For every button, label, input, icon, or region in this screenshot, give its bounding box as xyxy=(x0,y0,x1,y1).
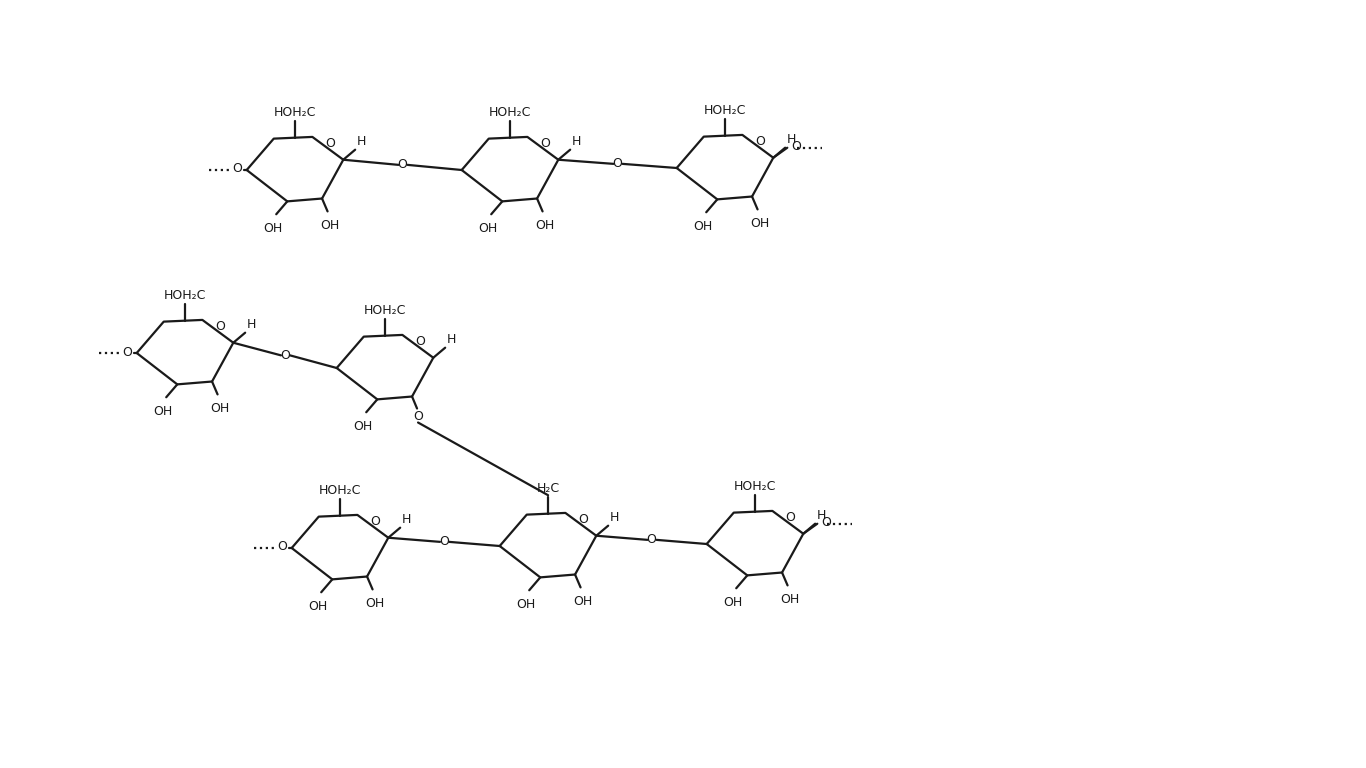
Text: O: O xyxy=(821,516,831,529)
Text: HOH₂C: HOH₂C xyxy=(164,290,206,303)
Text: H: H xyxy=(787,133,796,146)
Text: O: O xyxy=(370,515,380,528)
Text: O: O xyxy=(755,135,765,147)
Text: O: O xyxy=(232,163,242,176)
Text: O: O xyxy=(280,349,290,362)
Text: H: H xyxy=(572,134,582,147)
Text: HOH₂C: HOH₂C xyxy=(318,485,361,498)
Text: HOH₂C: HOH₂C xyxy=(734,481,776,493)
Text: OH: OH xyxy=(365,598,384,611)
Text: O: O xyxy=(612,157,623,170)
Text: OH: OH xyxy=(572,595,593,608)
Text: OH: OH xyxy=(153,406,173,419)
Text: OH: OH xyxy=(750,217,769,230)
Text: O: O xyxy=(578,513,587,526)
Text: H: H xyxy=(611,511,620,524)
Text: OH: OH xyxy=(516,598,535,611)
Text: O: O xyxy=(122,346,131,359)
Text: OH: OH xyxy=(724,596,743,609)
Text: HOH₂C: HOH₂C xyxy=(703,104,746,118)
Text: O: O xyxy=(415,335,425,348)
Text: O: O xyxy=(277,541,287,554)
Text: H: H xyxy=(357,134,366,147)
Text: OH: OH xyxy=(535,220,555,233)
Text: H: H xyxy=(447,333,456,346)
Text: H: H xyxy=(817,508,826,521)
Text: O: O xyxy=(398,158,407,171)
Text: HOH₂C: HOH₂C xyxy=(489,107,531,120)
Text: O: O xyxy=(325,137,335,150)
Text: O: O xyxy=(413,410,423,423)
Text: O: O xyxy=(791,141,802,154)
Text: O: O xyxy=(785,511,795,524)
Text: OH: OH xyxy=(309,601,328,614)
Text: OH: OH xyxy=(478,222,497,235)
Text: O: O xyxy=(438,535,449,548)
Text: O: O xyxy=(646,533,657,546)
Text: OH: OH xyxy=(210,402,229,415)
Text: H: H xyxy=(402,513,411,525)
Text: OH: OH xyxy=(320,220,339,233)
Text: O: O xyxy=(214,319,225,333)
Text: H₂C: H₂C xyxy=(537,482,560,495)
Text: O: O xyxy=(540,137,549,150)
Text: OH: OH xyxy=(694,220,713,233)
Text: OH: OH xyxy=(264,222,283,235)
Text: HOH₂C: HOH₂C xyxy=(273,107,317,120)
Text: H: H xyxy=(247,318,257,331)
Text: OH: OH xyxy=(780,594,799,607)
Text: HOH₂C: HOH₂C xyxy=(363,304,406,317)
Text: OH: OH xyxy=(354,420,373,433)
